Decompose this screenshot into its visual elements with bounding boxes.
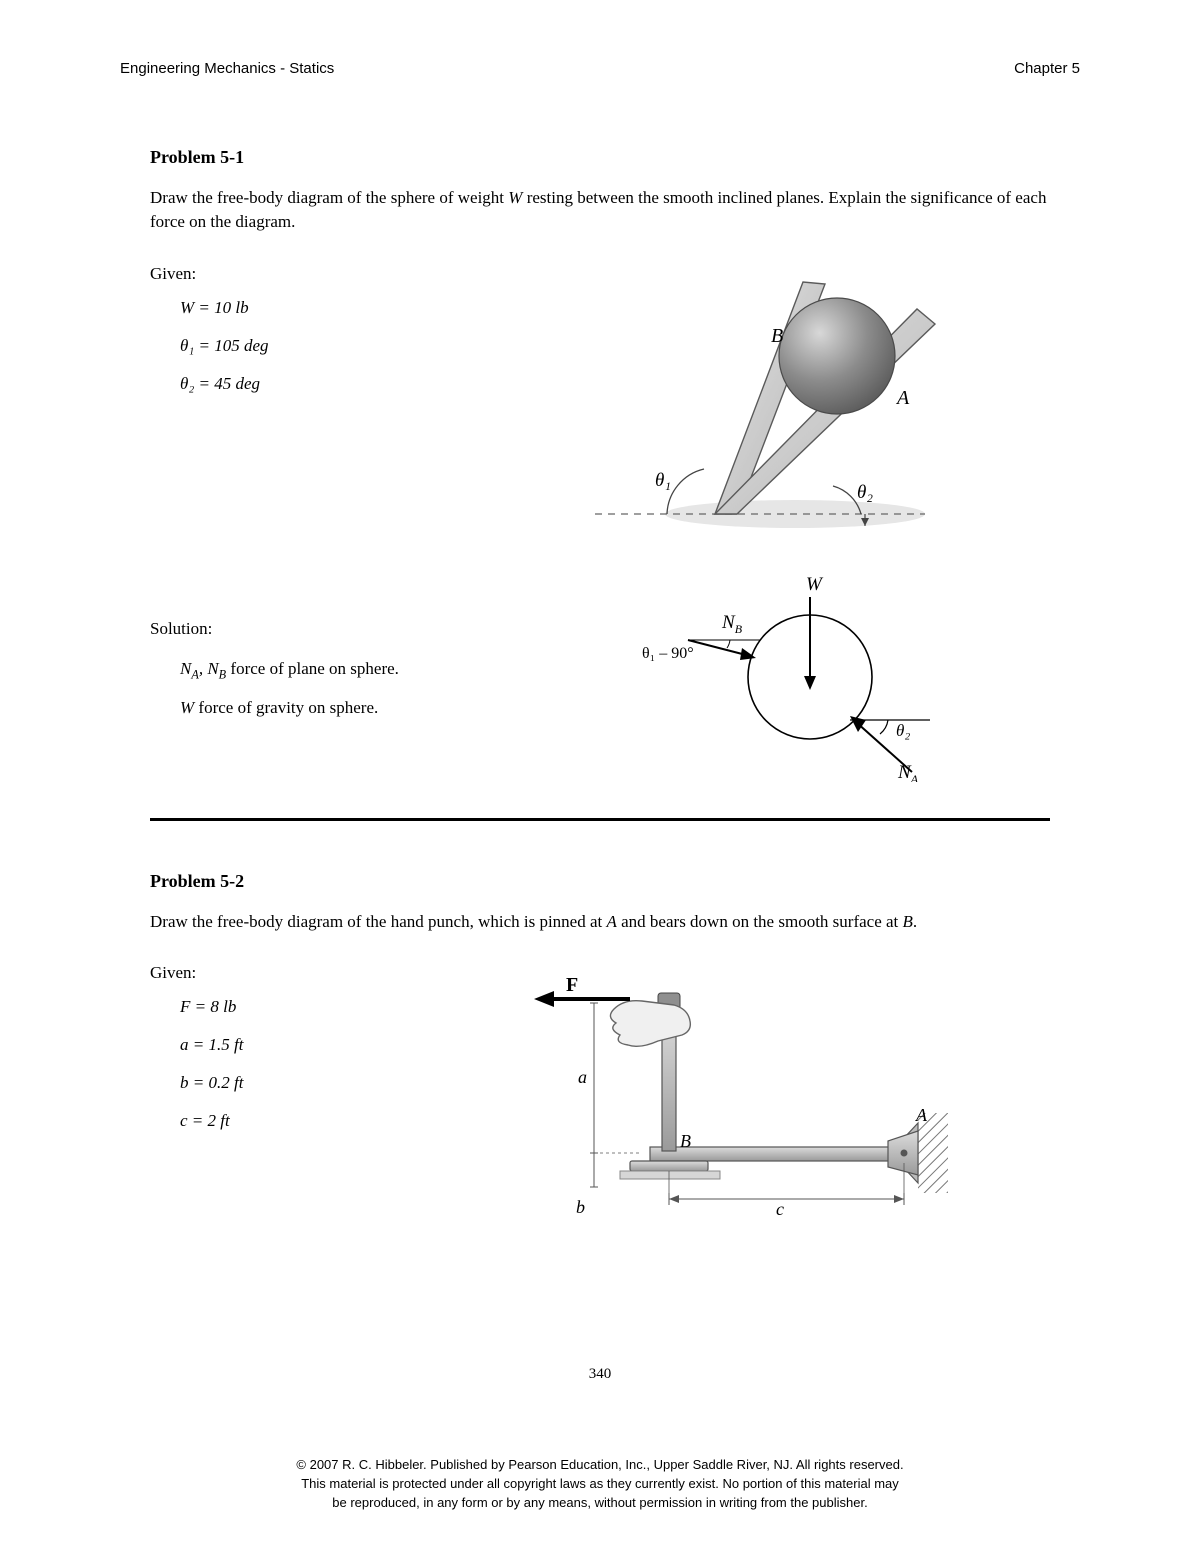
figure-fbd-sphere: W NB θ₁ – 90° θ₂ NA [630,572,960,782]
problem2-title: Problem 5-2 [150,871,1050,892]
problem2-given-list: F = 8 lb a = 1.5 ft b = 0.2 ft c = 2 ft [150,997,400,1131]
fbd-angle: θ₁ – 90° [642,645,694,662]
dim-b: b [576,1197,585,1217]
footer-line2: This material is protected under all cop… [160,1475,1040,1494]
dim-a: a [578,1067,587,1087]
sol-line-2: W force of gravity on sphere. [180,698,510,718]
fbd-theta2: θ₂ [896,721,910,740]
problem1-given-label: Given: [150,264,430,284]
figure-sphere-planes: A B θ₁ θ₂ [565,264,945,544]
header-left: Engineering Mechanics - Statics [120,60,334,77]
point-A: A [607,912,617,931]
label-F: F [566,974,578,996]
given-W: W = 10 lb [180,298,430,318]
label-B-punch: B [680,1131,691,1151]
problem2-prompt-end: . [913,912,917,931]
given-a: a = 1.5 ft [180,1035,400,1055]
fbd-W: W [806,574,824,595]
label-B: B [771,325,783,347]
problem1-title: Problem 5-1 [150,147,1050,168]
problem1-prompt: Draw the free-body diagram of the sphere… [150,186,1050,234]
problem1-given-list: W = 10 lb θ₁ = 105 deg θ₂ = 45 deg [150,298,430,394]
given-F: F = 8 lb [180,997,400,1017]
fbd-NA: NA [897,762,919,782]
dim-c: c [776,1199,784,1219]
separator-rule [150,818,1050,821]
label-theta1: θ₁ [655,470,671,491]
label-A: A [895,387,910,409]
figure-hand-punch: F a b c B A [520,963,960,1243]
problem2-prompt-a: Draw the free-body diagram of the hand p… [150,912,607,931]
label-theta2: θ₂ [857,482,873,503]
header-right: Chapter 5 [1014,60,1080,77]
problem2-prompt: Draw the free-body diagram of the hand p… [150,910,1050,934]
problem2-given-label: Given: [150,963,400,983]
point-B: B [903,912,913,931]
problem1-solution-list: NA, NB force of plane on sphere. W force… [150,659,510,718]
fbd-NB: NB [721,612,743,636]
page-header: Engineering Mechanics - Statics Chapter … [120,60,1080,77]
footer-line1: © 2007 R. C. Hibbeler. Published by Pear… [160,1456,1040,1475]
weight-symbol: W [508,188,522,207]
given-b: b = 0.2 ft [180,1073,400,1093]
given-theta2: θ₂ = 45 deg [180,374,430,394]
page-number: 340 [0,1366,1200,1383]
given-theta1: θ₁ = 105 deg [180,336,430,356]
footer-line3: be reproduced, in any form or by any mea… [160,1494,1040,1513]
copyright-footer: © 2007 R. C. Hibbeler. Published by Pear… [0,1456,1200,1513]
given-c: c = 2 ft [180,1111,400,1131]
sol-line-1: NA, NB force of plane on sphere. [180,659,510,682]
problem1-prompt-a: Draw the free-body diagram of the sphere… [150,188,508,207]
problem1-solution-label: Solution: [150,619,510,639]
label-A-punch: A [915,1105,928,1125]
problem2-prompt-mid: and bears down on the smooth surface at [617,912,903,931]
